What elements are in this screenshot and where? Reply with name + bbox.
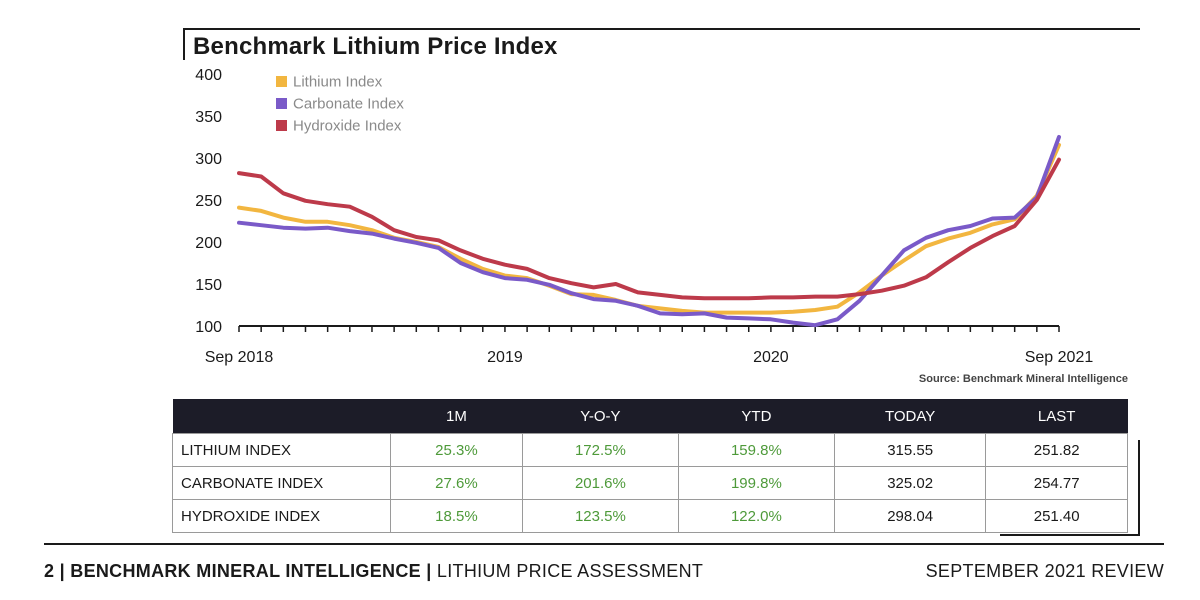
footer-rule	[44, 543, 1164, 545]
series-line-hydroxide-index	[237, 157, 1061, 301]
source-note: Source: Benchmark Mineral Intelligence	[918, 373, 1128, 385]
series-line-carbonate-index	[237, 135, 1061, 328]
cell-today: 325.02	[833, 466, 987, 500]
legend-label: Lithium Index	[293, 74, 383, 91]
cell-ytd: 199.8%	[677, 466, 835, 500]
footer-separator: |	[59, 561, 65, 581]
cell-last: 251.82	[985, 433, 1128, 467]
footer-doc: LITHIUM PRICE ASSESSMENT	[436, 561, 704, 581]
table-row: CARBONATE INDEX 27.6% 201.6% 199.8% 325.…	[172, 466, 1128, 500]
title-frame-left	[183, 28, 185, 60]
cell-today: 298.04	[833, 499, 987, 533]
footer-left: 2 | BENCHMARK MINERAL INTELLIGENCE | LIT…	[44, 561, 703, 582]
index-table: 1M Y-O-Y YTD TODAY LAST LITHIUM INDEX 25…	[172, 399, 1128, 533]
page-number: 2	[44, 561, 55, 581]
table-row: HYDROXIDE INDEX 18.5% 123.5% 122.0% 298.…	[172, 499, 1128, 533]
cell-last: 254.77	[985, 466, 1128, 500]
cell-yoy: 123.5%	[521, 499, 679, 533]
header-today: TODAY	[834, 399, 986, 434]
header-1m: 1M	[390, 399, 523, 434]
table-frame-right	[1138, 440, 1140, 536]
header-ytd: YTD	[678, 399, 835, 434]
legend-swatch	[276, 76, 287, 87]
cell-ytd: 122.0%	[677, 499, 835, 533]
line-chart: 400 350 300 250 200 150 100 Sep 2018 2019 2020 Sep…	[195, 67, 1094, 366]
cell-last: 251.40	[985, 499, 1128, 533]
cell-1m: 18.5%	[390, 499, 523, 533]
footer-org: BENCHMARK MINERAL INTELLIGENCE	[70, 561, 421, 581]
header-blank	[172, 399, 391, 434]
chart-title: Benchmark Lithium Price Index	[193, 33, 558, 60]
title-frame-top	[183, 28, 1140, 30]
y-tick-label: 150	[195, 277, 222, 294]
row-name: LITHIUM INDEX	[172, 433, 391, 467]
y-tick-label: 100	[195, 319, 222, 336]
x-tick-label: Sep 2021	[1025, 349, 1094, 366]
x-tick-label: 2020	[753, 349, 789, 366]
y-tick-label: 200	[195, 235, 222, 252]
legend-label: Carbonate Index	[293, 96, 404, 113]
cell-ytd: 159.8%	[677, 433, 835, 467]
series-line-lithium-index	[237, 142, 1061, 315]
y-tick-label: 250	[195, 193, 222, 210]
row-name: CARBONATE INDEX	[172, 466, 391, 500]
table-frame-bottom	[1000, 534, 1140, 536]
footer-right: SEPTEMBER 2021 REVIEW	[925, 561, 1164, 581]
legend-label: Hydroxide Index	[293, 118, 402, 135]
legend-swatch	[276, 120, 287, 131]
cell-yoy: 172.5%	[521, 433, 679, 467]
cell-1m: 25.3%	[390, 433, 523, 467]
cell-yoy: 201.6%	[521, 466, 679, 500]
x-tick-label: 2019	[487, 349, 523, 366]
y-tick-label: 400	[195, 67, 222, 84]
cell-today: 315.55	[833, 433, 987, 467]
x-tick-label: Sep 2018	[205, 349, 274, 366]
legend-swatch	[276, 98, 287, 109]
table-row: LITHIUM INDEX 25.3% 172.5% 159.8% 315.55…	[172, 433, 1128, 467]
cell-1m: 27.6%	[390, 466, 523, 500]
y-tick-label: 350	[195, 109, 222, 126]
y-tick-label: 300	[195, 151, 222, 168]
footer-separator: |	[426, 561, 432, 581]
header-last: LAST	[985, 399, 1128, 434]
table-header-row: 1M Y-O-Y YTD TODAY LAST	[172, 399, 1128, 434]
header-yoy: Y-O-Y	[522, 399, 679, 434]
row-name: HYDROXIDE INDEX	[172, 499, 391, 533]
